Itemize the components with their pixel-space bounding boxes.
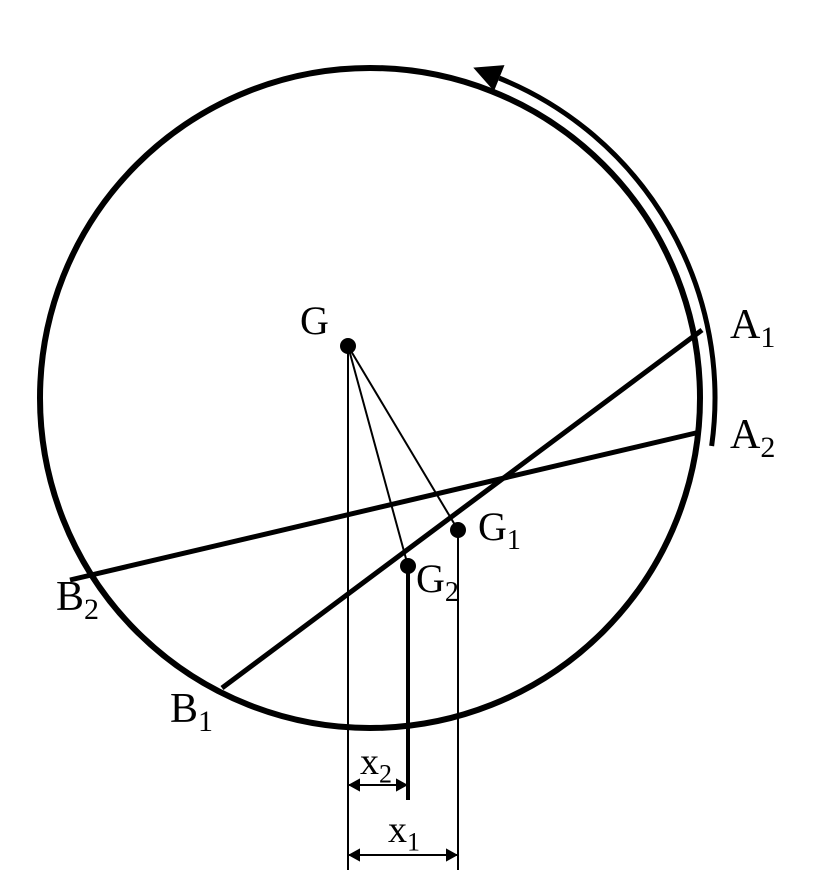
label-a1: A1: [730, 302, 775, 354]
label-x1: x1: [388, 809, 420, 856]
point-g: [340, 338, 356, 354]
point-g1: [450, 522, 466, 538]
dim-x2-head-l: [348, 778, 360, 791]
chord-a2b2: [70, 432, 700, 580]
label-b1: B1: [170, 686, 213, 738]
label-g: G: [300, 298, 329, 343]
diagram-canvas: GG1G2A1A2B1B2x1x2: [0, 0, 813, 893]
label-x2: x2: [360, 741, 392, 788]
radius-g-g2: [348, 346, 408, 566]
dim-x1-head-r: [446, 848, 458, 861]
point-g2: [400, 558, 416, 574]
main-circle: [40, 68, 700, 728]
dim-x1-head-l: [348, 848, 360, 861]
label-g1: G1: [478, 504, 521, 556]
chord-a1b1: [222, 330, 702, 688]
rotation-arc: [499, 78, 715, 446]
label-g2: G2: [416, 556, 459, 608]
label-a2: A2: [730, 412, 775, 464]
